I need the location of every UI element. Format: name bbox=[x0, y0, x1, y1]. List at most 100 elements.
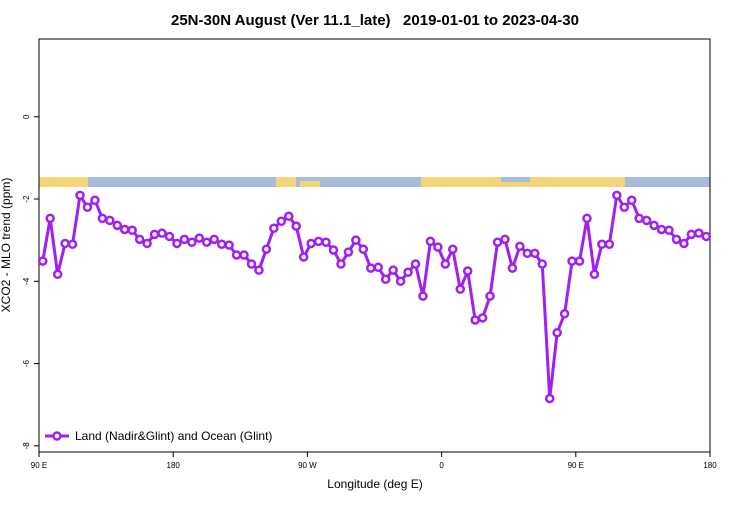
point bbox=[701, 231, 712, 242]
point bbox=[134, 234, 145, 245]
point bbox=[582, 213, 592, 224]
point bbox=[142, 238, 152, 249]
y-tick-label: -4 bbox=[22, 277, 31, 285]
x-tick-label: 90 W bbox=[298, 461, 317, 470]
point bbox=[187, 237, 197, 247]
point bbox=[686, 229, 697, 240]
point bbox=[492, 237, 503, 247]
point bbox=[231, 250, 242, 260]
point bbox=[462, 266, 473, 276]
y-tick-label: 0 bbox=[22, 114, 31, 119]
point bbox=[209, 234, 219, 245]
point bbox=[537, 259, 547, 269]
point bbox=[455, 284, 465, 294]
point bbox=[559, 309, 570, 319]
x-tick-label: 90 E bbox=[568, 461, 584, 470]
x-tick-label: 90 E bbox=[31, 461, 47, 470]
point bbox=[164, 231, 175, 242]
x-tick-label: 180 bbox=[167, 461, 181, 470]
point bbox=[291, 221, 301, 231]
point bbox=[552, 327, 562, 338]
point bbox=[313, 236, 324, 247]
point bbox=[97, 213, 108, 224]
point bbox=[574, 256, 585, 266]
point bbox=[306, 238, 316, 249]
point bbox=[641, 215, 652, 226]
point bbox=[202, 237, 212, 247]
point bbox=[448, 244, 458, 254]
point bbox=[149, 229, 160, 240]
point bbox=[604, 239, 615, 250]
point bbox=[60, 238, 70, 249]
point bbox=[477, 313, 488, 323]
point bbox=[649, 220, 659, 231]
point bbox=[127, 225, 137, 236]
point bbox=[612, 190, 622, 201]
point bbox=[254, 265, 264, 275]
point bbox=[112, 220, 123, 231]
point bbox=[418, 291, 428, 301]
point bbox=[425, 236, 436, 247]
point bbox=[530, 248, 540, 259]
point bbox=[403, 267, 413, 277]
point bbox=[388, 265, 398, 275]
point bbox=[544, 393, 555, 404]
point bbox=[276, 216, 287, 226]
point bbox=[380, 274, 391, 284]
point bbox=[366, 263, 376, 273]
point bbox=[336, 259, 346, 269]
point bbox=[440, 259, 451, 269]
land bbox=[276, 177, 296, 187]
point bbox=[597, 239, 607, 250]
point bbox=[246, 259, 257, 269]
point bbox=[224, 240, 234, 250]
point bbox=[321, 237, 331, 247]
point bbox=[261, 244, 272, 254]
point bbox=[679, 238, 689, 249]
land bbox=[300, 181, 320, 187]
y-axis-label: XCO2 - MLO trend (ppm) bbox=[0, 178, 13, 313]
point bbox=[619, 202, 630, 212]
point bbox=[298, 252, 309, 262]
point bbox=[515, 241, 525, 252]
point bbox=[671, 234, 682, 245]
point bbox=[284, 211, 294, 222]
point bbox=[410, 259, 421, 269]
point bbox=[522, 248, 533, 259]
point bbox=[67, 239, 78, 250]
point bbox=[119, 224, 130, 235]
point bbox=[45, 213, 55, 224]
y-tick-label: -8 bbox=[22, 442, 31, 450]
point bbox=[179, 234, 190, 245]
land bbox=[421, 177, 501, 187]
point bbox=[500, 234, 510, 245]
plot-frame bbox=[38, 38, 711, 453]
point bbox=[90, 195, 100, 206]
point bbox=[105, 215, 115, 226]
x-tick-label: 180 bbox=[703, 461, 717, 470]
point bbox=[470, 315, 480, 325]
point bbox=[664, 225, 674, 236]
point bbox=[82, 202, 93, 212]
point bbox=[433, 242, 443, 252]
point bbox=[37, 256, 48, 266]
point bbox=[395, 276, 406, 287]
x-axis-label: Longitude (deg E) bbox=[327, 477, 422, 491]
point bbox=[694, 228, 704, 238]
point bbox=[269, 223, 279, 233]
point bbox=[343, 247, 354, 257]
point bbox=[507, 263, 518, 273]
point bbox=[194, 233, 205, 243]
point bbox=[634, 213, 644, 224]
point bbox=[567, 256, 577, 266]
point bbox=[239, 250, 249, 260]
legend-label: Land (Nadir&Glint) and Ocean (Glint) bbox=[75, 429, 272, 443]
point bbox=[626, 195, 637, 206]
chart-title: 25N-30N August (Ver 11.1_late) 2019-01-0… bbox=[171, 12, 579, 29]
point bbox=[52, 269, 63, 280]
point bbox=[75, 190, 85, 201]
point bbox=[358, 244, 369, 254]
